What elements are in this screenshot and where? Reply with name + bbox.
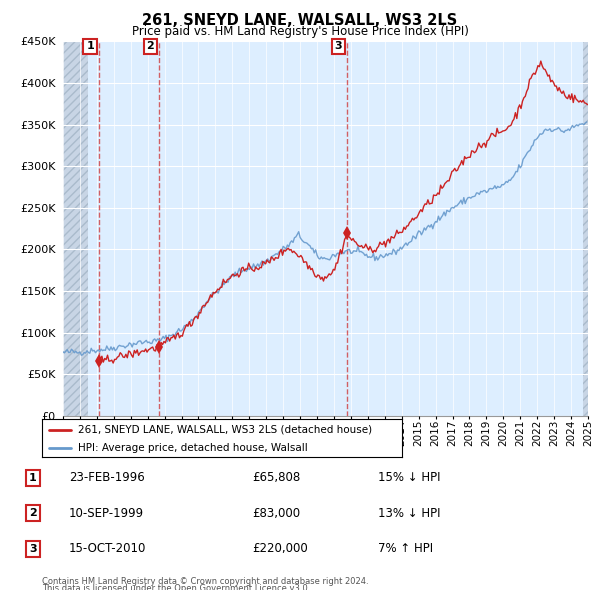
Text: 1: 1 — [86, 41, 94, 51]
Text: £220,000: £220,000 — [252, 542, 308, 555]
Text: HPI: Average price, detached house, Walsall: HPI: Average price, detached house, Wals… — [78, 442, 308, 453]
Text: 3: 3 — [29, 544, 37, 553]
Text: 2: 2 — [29, 509, 37, 518]
Text: £83,000: £83,000 — [252, 507, 300, 520]
Text: 261, SNEYD LANE, WALSALL, WS3 2LS: 261, SNEYD LANE, WALSALL, WS3 2LS — [142, 13, 458, 28]
Bar — [63, 41, 88, 416]
Text: 23-FEB-1996: 23-FEB-1996 — [69, 471, 145, 484]
Text: 10-SEP-1999: 10-SEP-1999 — [69, 507, 144, 520]
Text: 1: 1 — [29, 473, 37, 483]
Text: 261, SNEYD LANE, WALSALL, WS3 2LS (detached house): 261, SNEYD LANE, WALSALL, WS3 2LS (detac… — [78, 425, 372, 435]
Text: 2: 2 — [146, 41, 154, 51]
Text: 15-OCT-2010: 15-OCT-2010 — [69, 542, 146, 555]
Text: Contains HM Land Registry data © Crown copyright and database right 2024.: Contains HM Land Registry data © Crown c… — [42, 577, 368, 586]
Text: This data is licensed under the Open Government Licence v3.0.: This data is licensed under the Open Gov… — [42, 584, 310, 590]
Text: 13% ↓ HPI: 13% ↓ HPI — [378, 507, 440, 520]
Bar — [583, 41, 588, 416]
Text: 7% ↑ HPI: 7% ↑ HPI — [378, 542, 433, 555]
Text: £65,808: £65,808 — [252, 471, 300, 484]
Text: 3: 3 — [335, 41, 342, 51]
Text: 15% ↓ HPI: 15% ↓ HPI — [378, 471, 440, 484]
Text: Price paid vs. HM Land Registry's House Price Index (HPI): Price paid vs. HM Land Registry's House … — [131, 25, 469, 38]
